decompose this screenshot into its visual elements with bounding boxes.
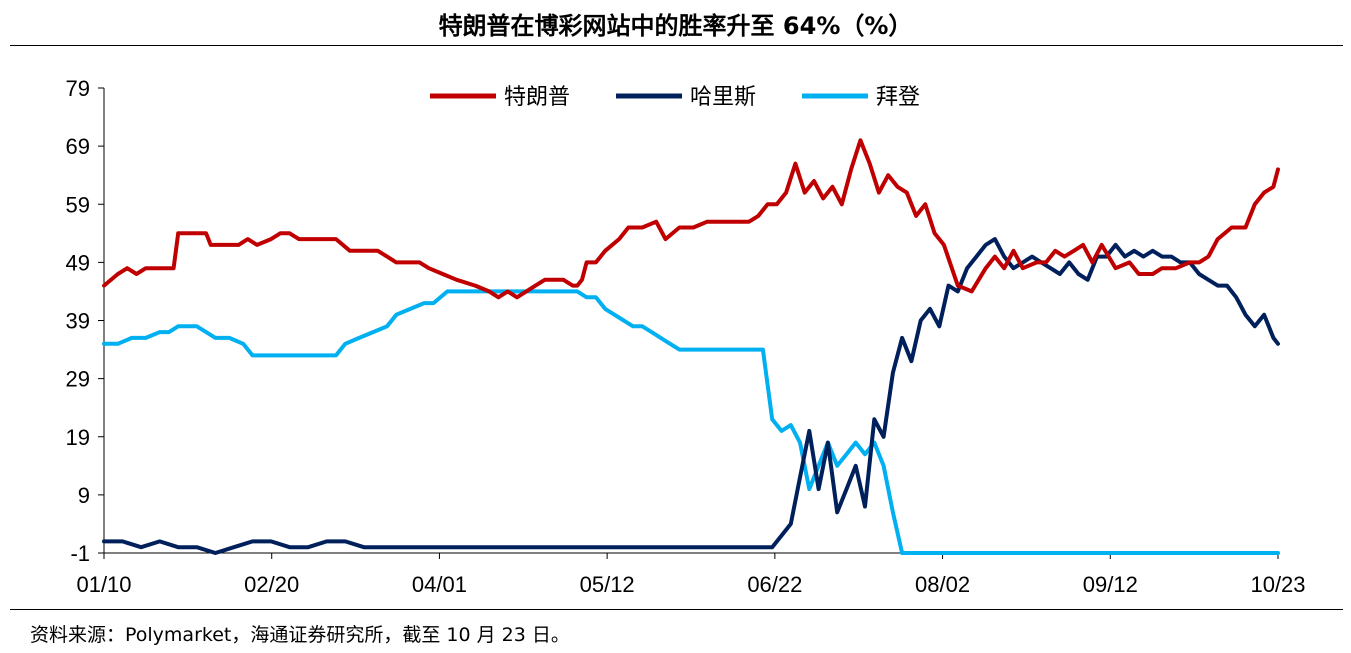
- series-lines: [102, 138, 1280, 555]
- chart-title: 特朗普在博彩网站中的胜率升至 64%（%）: [438, 12, 913, 40]
- harris-line: [102, 237, 1280, 555]
- y-tick-label: 9: [78, 483, 90, 508]
- source-rule: [10, 609, 1343, 610]
- x-tick-label: 08/02: [915, 572, 970, 597]
- y-tick-label: 69: [66, 134, 90, 159]
- y-tick-label: 29: [66, 367, 90, 392]
- source-note: 资料来源：Polymarket，海通证券研究所，截至 10 月 23 日。: [30, 624, 570, 646]
- y-tick-label: 19: [66, 425, 90, 450]
- x-tick-label: 04/01: [412, 572, 467, 597]
- y-tick-label: 59: [66, 192, 90, 217]
- legend-harris: 哈里斯: [616, 85, 756, 110]
- x-tick-label: 06/22: [747, 572, 802, 597]
- x-tick-label: 02/20: [244, 572, 299, 597]
- y-tick-label: 79: [66, 76, 90, 101]
- axes: 79 69 59 49 39 29 19 9 -1 01/10 02/20 04/01 05/12 06/…: [66, 76, 1306, 597]
- trump-line: [102, 138, 1280, 300]
- x-tick-label: 05/12: [580, 572, 635, 597]
- y-tick-label: 49: [66, 250, 90, 275]
- y-tick-label: -1: [70, 541, 90, 566]
- legend: 特朗普 哈里斯 拜登: [430, 85, 920, 110]
- legend-trump: 特朗普: [430, 85, 570, 110]
- x-tick-label: 01/10: [76, 572, 131, 597]
- chart: 79 69 59 49 39 29 19 9 -1 01/10 02/20 04/01 05/12 06/…: [66, 76, 1306, 597]
- y-tick-label: 39: [66, 309, 90, 334]
- biden-line: [102, 289, 1280, 555]
- legend-label: 拜登: [876, 85, 920, 110]
- legend-label: 特朗普: [504, 85, 570, 110]
- x-tick-label: 10/23: [1250, 572, 1305, 597]
- legend-label: 哈里斯: [690, 85, 756, 110]
- title-rule: [10, 45, 1343, 46]
- legend-biden: 拜登: [802, 85, 920, 110]
- x-tick-label: 09/12: [1083, 572, 1138, 597]
